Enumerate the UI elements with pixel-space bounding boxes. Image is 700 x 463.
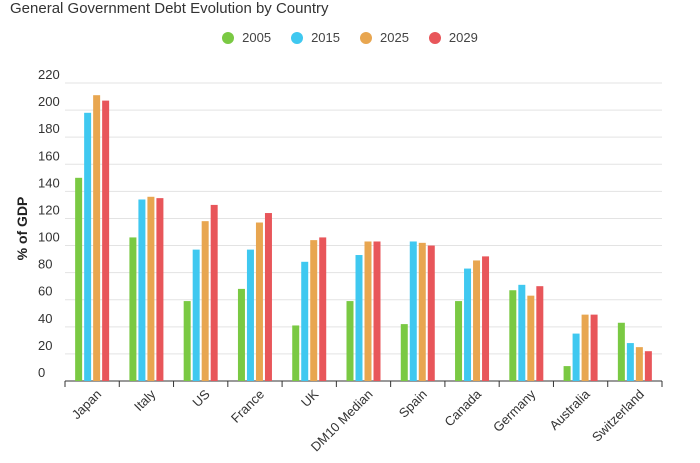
bar-italy-2029[interactable] (156, 198, 164, 381)
bar-germany-2029[interactable] (536, 286, 544, 381)
bar-switzerland-2005[interactable] (617, 322, 625, 381)
bar-spain-2029[interactable] (427, 245, 435, 381)
bar-canada-2005[interactable] (455, 301, 463, 381)
legend-item-2029[interactable]: 2029 (428, 30, 478, 45)
x-tick-label: UK (298, 386, 322, 410)
legend-swatch (428, 31, 441, 44)
bar-dm10-median-2005[interactable] (346, 301, 354, 381)
y-tick-label: 0 (38, 365, 45, 380)
bar-germany-2015[interactable] (518, 284, 526, 381)
legend-label: 2025 (380, 30, 409, 45)
bar-australia-2005[interactable] (563, 366, 571, 381)
bar-spain-2015[interactable] (409, 241, 417, 381)
legend-swatch (222, 31, 235, 44)
bar-uk-2029[interactable] (319, 237, 327, 381)
legend-label: 2029 (448, 30, 478, 45)
y-tick-label: 120 (38, 202, 60, 217)
bar-us-2025[interactable] (201, 221, 209, 381)
bar-canada-2025[interactable] (473, 260, 481, 381)
y-axis-label: % of GDP (14, 197, 30, 261)
x-tick-label: Australia (546, 386, 593, 433)
legend-swatch (360, 31, 372, 44)
x-tick-label: France (228, 387, 267, 426)
bar-switzerland-2015[interactable] (626, 343, 634, 381)
y-tick-label: 80 (38, 257, 52, 272)
bar-france-2015[interactable] (246, 249, 254, 381)
legend-item-2025[interactable]: 2025 (360, 30, 409, 45)
bar-germany-2025[interactable] (527, 295, 535, 381)
legend-swatch (291, 31, 304, 44)
bar-italy-2015[interactable] (138, 199, 146, 381)
legend-item-2015[interactable]: 2015 (291, 30, 340, 45)
legend: 2005 2015 2025 2029 (0, 30, 700, 47)
bar-australia-2025[interactable] (581, 314, 589, 381)
y-tick-label: 200 (38, 94, 60, 109)
y-tick-label: 220 (38, 67, 60, 82)
legend-item-2005[interactable]: 2005 (222, 30, 271, 45)
bar-france-2005[interactable] (237, 288, 245, 381)
bar-dm10-median-2025[interactable] (364, 241, 372, 381)
bar-france-2025[interactable] (255, 222, 263, 381)
x-tick-label: Japan (69, 387, 105, 423)
legend-label: 2015 (311, 30, 340, 45)
x-tick-label: Switzerland (589, 387, 647, 445)
bar-france-2029[interactable] (264, 213, 272, 381)
bar-spain-2025[interactable] (418, 242, 426, 381)
x-tick-label: Spain (396, 387, 430, 421)
x-tick-label: Italy (131, 386, 159, 414)
bar-canada-2015[interactable] (464, 268, 472, 381)
y-tick-label: 60 (38, 284, 52, 299)
x-tick-label: Canada (441, 386, 484, 429)
bar-japan-2015[interactable] (84, 112, 92, 382)
bar-italy-2025[interactable] (147, 196, 155, 381)
x-tick-label: US (189, 386, 213, 410)
bar-spain-2005[interactable] (400, 324, 408, 381)
bar-australia-2015[interactable] (572, 333, 580, 381)
bar-italy-2005[interactable] (129, 237, 137, 381)
x-tick-label: Germany (490, 386, 539, 435)
y-tick-label: 40 (38, 311, 52, 326)
y-tick-label: 180 (38, 121, 60, 136)
y-tick-label: 100 (38, 230, 60, 245)
bar-us-2029[interactable] (210, 204, 218, 381)
bar-uk-2025[interactable] (310, 240, 318, 381)
bar-switzerland-2029[interactable] (644, 351, 652, 381)
bar-us-2005[interactable] (183, 301, 191, 381)
legend-label: 2005 (242, 30, 272, 45)
bar-uk-2015[interactable] (301, 261, 309, 381)
bar-dm10-median-2015[interactable] (355, 255, 363, 381)
bar-us-2015[interactable] (192, 249, 200, 381)
bar-uk-2005[interactable] (292, 325, 300, 381)
bar-australia-2029[interactable] (590, 314, 598, 381)
bar-germany-2005[interactable] (509, 290, 517, 381)
y-tick-label: 160 (38, 148, 60, 163)
chart-title: General Government Debt Evolution by Cou… (10, 0, 329, 17)
bar-japan-2005[interactable] (75, 177, 83, 381)
bar-japan-2029[interactable] (102, 100, 110, 381)
bar-canada-2029[interactable] (482, 256, 490, 381)
bar-switzerland-2025[interactable] (635, 347, 643, 381)
y-tick-label: 140 (38, 175, 60, 190)
y-tick-label: 20 (38, 338, 52, 353)
bar-dm10-median-2029[interactable] (373, 241, 381, 381)
bar-japan-2025[interactable] (93, 95, 101, 381)
